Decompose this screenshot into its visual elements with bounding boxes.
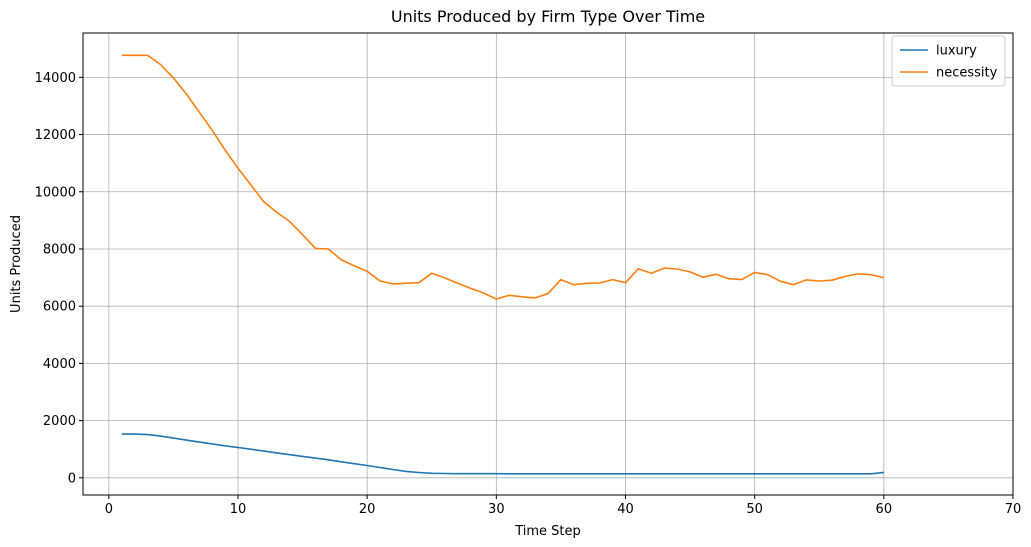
y-tick-label: 12000 <box>35 128 76 143</box>
y-tick-label: 10000 <box>35 185 76 200</box>
series-lines <box>121 54 884 475</box>
y-axis-label: Units Produced <box>9 215 24 313</box>
grid <box>83 33 1014 495</box>
plot-frame <box>82 32 1014 496</box>
legend: luxury necessity <box>891 35 1006 87</box>
y-tick-label: 6000 <box>43 300 76 315</box>
series-line-necessity <box>121 54 884 300</box>
y-tick-label: 8000 <box>43 242 76 257</box>
x-tick-label: 20 <box>359 502 376 517</box>
x-tick-label: 70 <box>1005 502 1022 517</box>
chart-title: Units Produced by Firm Type Over Time <box>391 7 705 26</box>
axis-ticks: 0 10 20 30 40 50 60 70 0 2000 4000 6000 8000 10000 120… <box>35 71 1022 517</box>
y-tick-label: 0 <box>68 471 76 486</box>
x-axis-label: Time Step <box>514 524 581 539</box>
legend-label-necessity: necessity <box>936 66 998 81</box>
x-tick-label: 40 <box>617 502 634 517</box>
y-tick-label: 14000 <box>35 71 76 86</box>
y-tick-label: 2000 <box>43 414 76 429</box>
legend-label-luxury: luxury <box>936 44 977 59</box>
x-tick-label: 30 <box>488 502 505 517</box>
x-tick-label: 0 <box>105 502 113 517</box>
legend-box <box>891 35 1006 87</box>
x-tick-label: 10 <box>230 502 247 517</box>
x-tick-label: 50 <box>746 502 763 517</box>
x-tick-label: 60 <box>876 502 893 517</box>
y-tick-label: 4000 <box>43 357 76 372</box>
series-line-luxury <box>121 433 884 475</box>
